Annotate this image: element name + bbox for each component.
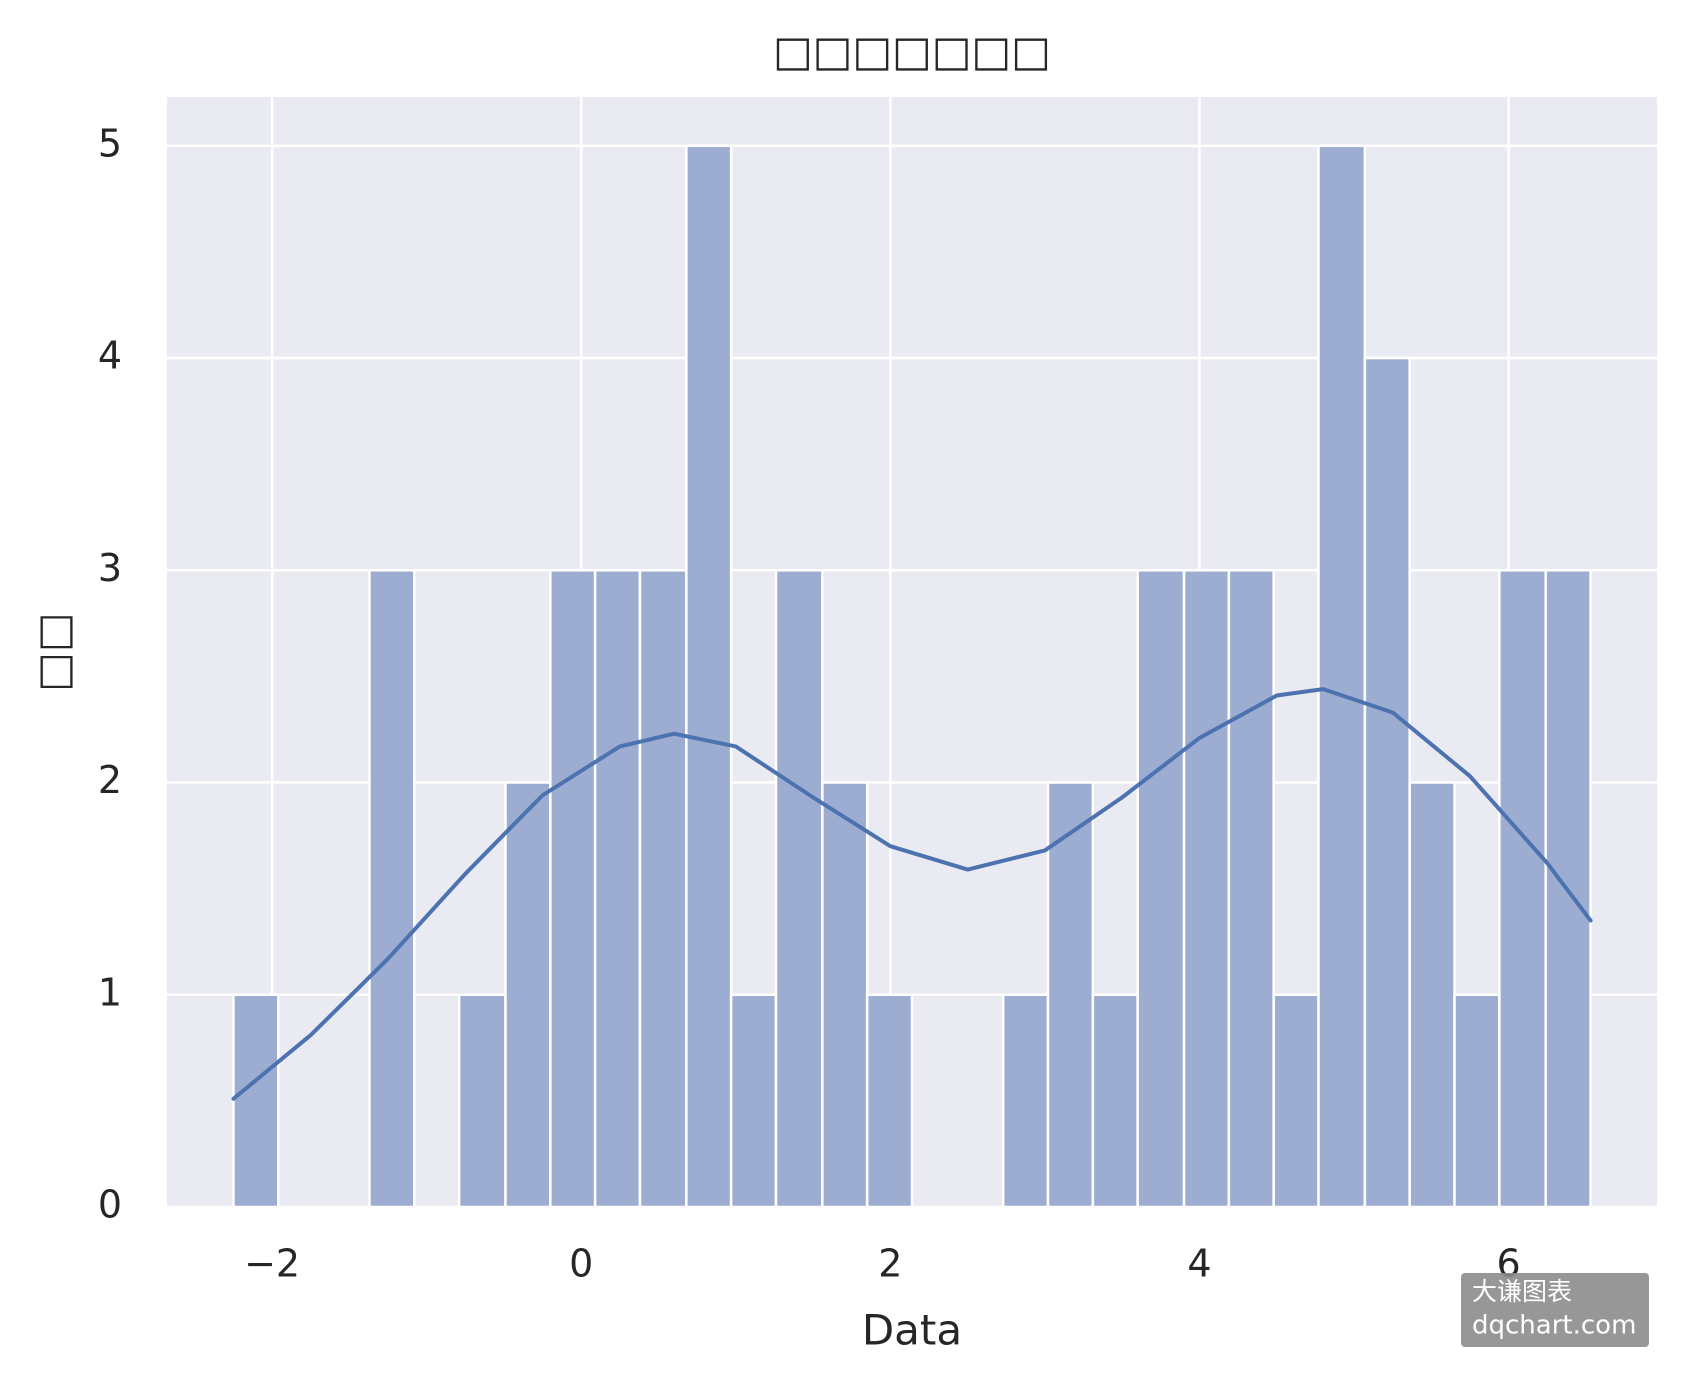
bar [638, 569, 688, 1209]
bar [1136, 569, 1186, 1209]
bar [1046, 781, 1095, 1209]
bar [1091, 993, 1139, 1209]
bar [729, 993, 778, 1209]
kde [231, 687, 1593, 1101]
x-tick-label: 0 [569, 1242, 593, 1286]
chart-title: □□□□□□□ [773, 27, 1051, 76]
bar [685, 144, 733, 1209]
x-axis-label: Data [862, 1306, 962, 1355]
y-tick-label: 1 [98, 970, 122, 1014]
x-tick-label: 2 [878, 1242, 902, 1286]
y-tick-label: 4 [98, 334, 122, 378]
bar [821, 781, 869, 1209]
bar [232, 993, 280, 1209]
bar [593, 569, 642, 1209]
bar [504, 781, 552, 1209]
bar [774, 569, 824, 1209]
bar [368, 569, 416, 1209]
x-tick-label: 4 [1187, 1242, 1211, 1286]
bar [1227, 569, 1275, 1209]
watermark: dqchart.com [1472, 1311, 1636, 1341]
bar [457, 993, 507, 1209]
bar [1408, 781, 1456, 1209]
bar [865, 993, 914, 1209]
y-tick-label: 2 [98, 758, 122, 802]
bar [1317, 144, 1367, 1209]
bar [1498, 569, 1547, 1209]
bar [1363, 356, 1411, 1209]
bar [549, 569, 597, 1209]
bar [1001, 993, 1050, 1209]
y-axis-label: □□ [29, 612, 78, 691]
y-tick-label: 0 [98, 1183, 122, 1227]
kde-line [231, 687, 1593, 1101]
y-tick-label: 5 [98, 121, 122, 165]
watermark: 大谦图表 [1472, 1277, 1572, 1306]
y-tick-label: 3 [98, 546, 122, 590]
bar [1453, 993, 1501, 1209]
watermark-box [1461, 1273, 1649, 1347]
x-tick-label: −2 [244, 1242, 300, 1286]
bar [1182, 569, 1231, 1209]
bar [1272, 993, 1320, 1209]
